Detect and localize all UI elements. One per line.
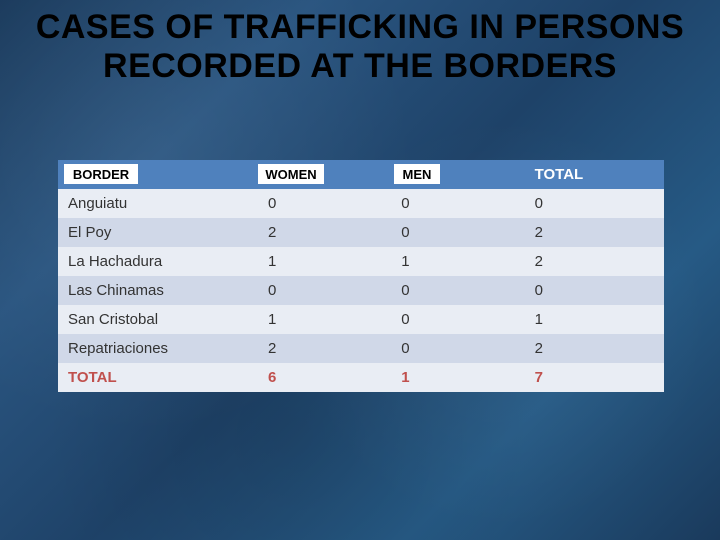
overlay-label-border: BORDER	[64, 164, 138, 184]
cell-men: 0	[391, 276, 524, 305]
cell-men: 0	[391, 189, 524, 218]
cell-women: 2	[258, 218, 391, 247]
cell-total-total: 7	[525, 363, 664, 392]
cell-total: 0	[525, 189, 664, 218]
table-row: Las Chinamas 0 0 0	[58, 276, 664, 305]
overlay-label-men: MEN	[394, 164, 440, 184]
cell-women: 0	[258, 276, 391, 305]
cell-men: 1	[391, 247, 524, 276]
cell-total: 2	[525, 218, 664, 247]
data-table-container: TOTAL Anguiatu 0 0 0 El Poy 2 0 2 La Hac…	[58, 160, 664, 392]
table-row: La Hachadura 1 1 2	[58, 247, 664, 276]
overlay-label-women: WOMEN	[258, 164, 324, 184]
cell-total-men: 1	[391, 363, 524, 392]
cell-women: 1	[258, 247, 391, 276]
cell-total: 1	[525, 305, 664, 334]
page-title: CASES OF TRAFFICKING IN PERSONS RECORDED…	[0, 0, 720, 86]
cell-border: Las Chinamas	[58, 276, 258, 305]
cell-women: 2	[258, 334, 391, 363]
cell-border: La Hachadura	[58, 247, 258, 276]
table-total-row: TOTAL 6 1 7	[58, 363, 664, 392]
table-row: San Cristobal 1 0 1	[58, 305, 664, 334]
cell-border: Repatriaciones	[58, 334, 258, 363]
table-header-row: TOTAL	[58, 160, 664, 189]
cell-total-women: 6	[258, 363, 391, 392]
cell-women: 0	[258, 189, 391, 218]
cell-men: 0	[391, 305, 524, 334]
cell-border: San Cristobal	[58, 305, 258, 334]
table-row: El Poy 2 0 2	[58, 218, 664, 247]
cell-total: 0	[525, 276, 664, 305]
cell-total-label: TOTAL	[58, 363, 258, 392]
cell-men: 0	[391, 334, 524, 363]
cell-border: Anguiatu	[58, 189, 258, 218]
cell-women: 1	[258, 305, 391, 334]
header-total: TOTAL	[525, 160, 664, 189]
cell-border: El Poy	[58, 218, 258, 247]
cell-men: 0	[391, 218, 524, 247]
data-table: TOTAL Anguiatu 0 0 0 El Poy 2 0 2 La Hac…	[58, 160, 664, 392]
table-body: Anguiatu 0 0 0 El Poy 2 0 2 La Hachadura…	[58, 189, 664, 392]
table-row: Anguiatu 0 0 0	[58, 189, 664, 218]
cell-total: 2	[525, 247, 664, 276]
table-row: Repatriaciones 2 0 2	[58, 334, 664, 363]
cell-total: 2	[525, 334, 664, 363]
